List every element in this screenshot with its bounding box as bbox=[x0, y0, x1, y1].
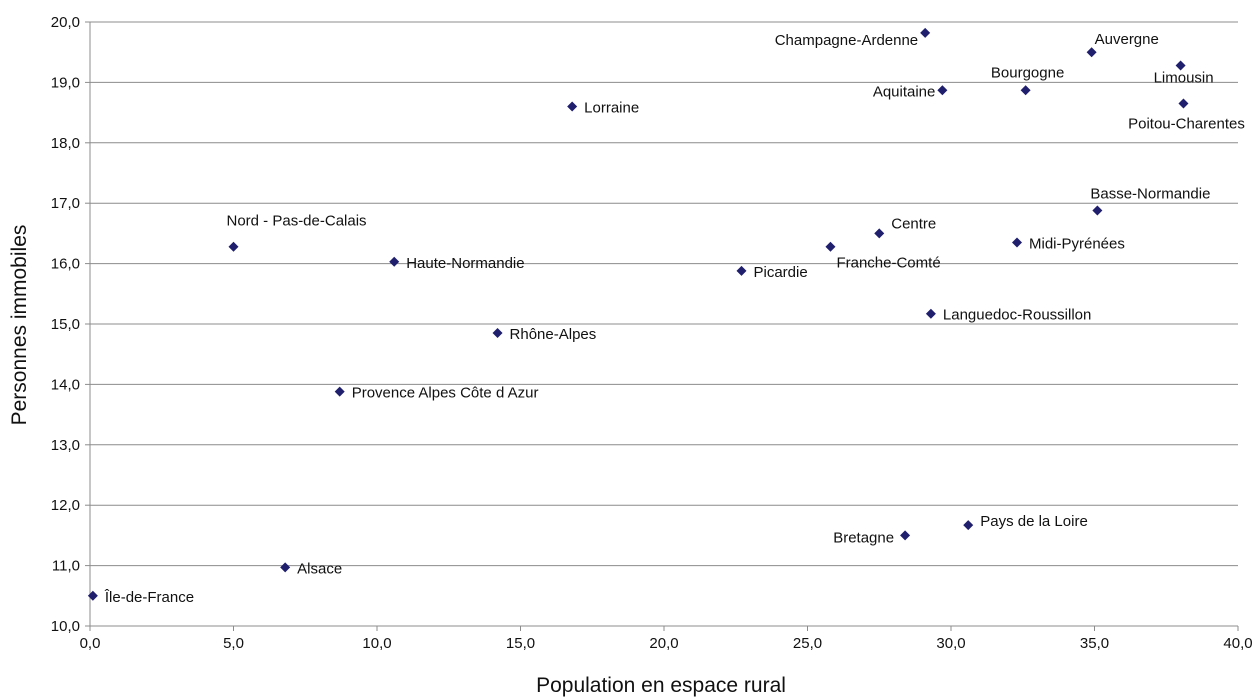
data-point bbox=[1020, 85, 1031, 96]
y-tick-label: 11,0 bbox=[52, 558, 80, 575]
labels-layer: Île-de-France Alsace Provence Alpes Côte d… bbox=[104, 31, 1245, 606]
axis-layer: 10,0 11,0 12,0 13,0 14,0 15,0 16,0 17,0 18,0 19,0… bbox=[51, 14, 1253, 652]
data-label: Languedoc-Roussillon bbox=[943, 307, 1091, 324]
data-point bbox=[567, 101, 578, 112]
y-tick-label: 10,0 bbox=[51, 618, 80, 635]
data-point bbox=[937, 85, 948, 96]
data-label: Alsace bbox=[297, 560, 342, 577]
data-point bbox=[825, 241, 836, 252]
data-point bbox=[389, 256, 400, 267]
y-tick-label: 20,0 bbox=[51, 14, 80, 31]
y-axis-title: Personnes immobiles bbox=[8, 225, 31, 426]
data-label: Bretagne bbox=[833, 529, 894, 546]
data-label: Basse-Normandie bbox=[1090, 185, 1210, 202]
data-point bbox=[334, 386, 345, 397]
data-point bbox=[1086, 47, 1097, 58]
x-tick-label: 30,0 bbox=[936, 635, 965, 652]
data-label: Auvergne bbox=[1095, 31, 1159, 48]
data-point bbox=[963, 520, 974, 531]
y-tick-label: 15,0 bbox=[51, 316, 80, 333]
x-tick-label: 5,0 bbox=[223, 635, 244, 652]
data-label: Rhône-Alpes bbox=[510, 326, 597, 343]
data-point bbox=[1012, 237, 1023, 248]
x-tick-label: 0,0 bbox=[80, 635, 101, 652]
data-label: Nord - Pas-de-Calais bbox=[227, 213, 367, 230]
data-point bbox=[228, 241, 239, 252]
data-label: Limousin bbox=[1154, 69, 1214, 86]
x-tick-label: 10,0 bbox=[362, 635, 391, 652]
data-label: Île-de-France bbox=[104, 589, 194, 606]
y-tick-label: 18,0 bbox=[51, 135, 80, 152]
y-tick-label: 12,0 bbox=[51, 497, 80, 514]
y-tick-label: 16,0 bbox=[51, 256, 80, 273]
x-tick-label: 35,0 bbox=[1080, 635, 1109, 652]
data-point bbox=[874, 228, 885, 239]
x-tick-label: 40,0 bbox=[1223, 635, 1252, 652]
grid-layer bbox=[90, 21, 1238, 567]
x-tick-label: 20,0 bbox=[649, 635, 678, 652]
data-point bbox=[280, 562, 291, 573]
data-point bbox=[1175, 60, 1186, 71]
points-layer bbox=[87, 27, 1189, 601]
y-tick-label: 17,0 bbox=[51, 195, 80, 212]
x-tick-label: 25,0 bbox=[793, 635, 822, 652]
data-label: Franche-Comté bbox=[836, 255, 940, 272]
data-point bbox=[900, 530, 911, 541]
data-label: Pays de la Loire bbox=[980, 513, 1088, 530]
x-axis-title: Population en espace rural bbox=[536, 674, 786, 697]
data-label: Centre bbox=[891, 215, 936, 232]
data-label: Provence Alpes Côte d Azur bbox=[352, 385, 539, 402]
data-point bbox=[492, 328, 503, 339]
data-label: Poitou-Charentes bbox=[1128, 116, 1245, 133]
y-tick-label: 13,0 bbox=[51, 437, 80, 454]
data-point bbox=[920, 27, 931, 38]
data-label: Bourgogne bbox=[991, 64, 1064, 81]
data-point bbox=[925, 308, 936, 319]
data-label: Picardie bbox=[753, 264, 807, 281]
data-label: Midi-Pyrénées bbox=[1029, 235, 1125, 252]
y-tick-label: 19,0 bbox=[51, 74, 80, 91]
data-point bbox=[1178, 98, 1189, 109]
data-label: Champagne-Ardenne bbox=[775, 32, 918, 49]
y-tick-label: 14,0 bbox=[51, 376, 80, 393]
data-point bbox=[1092, 205, 1103, 216]
data-label: Aquitaine bbox=[873, 83, 936, 100]
x-tick-label: 15,0 bbox=[506, 635, 535, 652]
data-label: Lorraine bbox=[584, 100, 639, 117]
data-label: Haute-Normandie bbox=[406, 255, 524, 272]
data-point bbox=[87, 590, 98, 601]
data-point bbox=[736, 265, 747, 276]
